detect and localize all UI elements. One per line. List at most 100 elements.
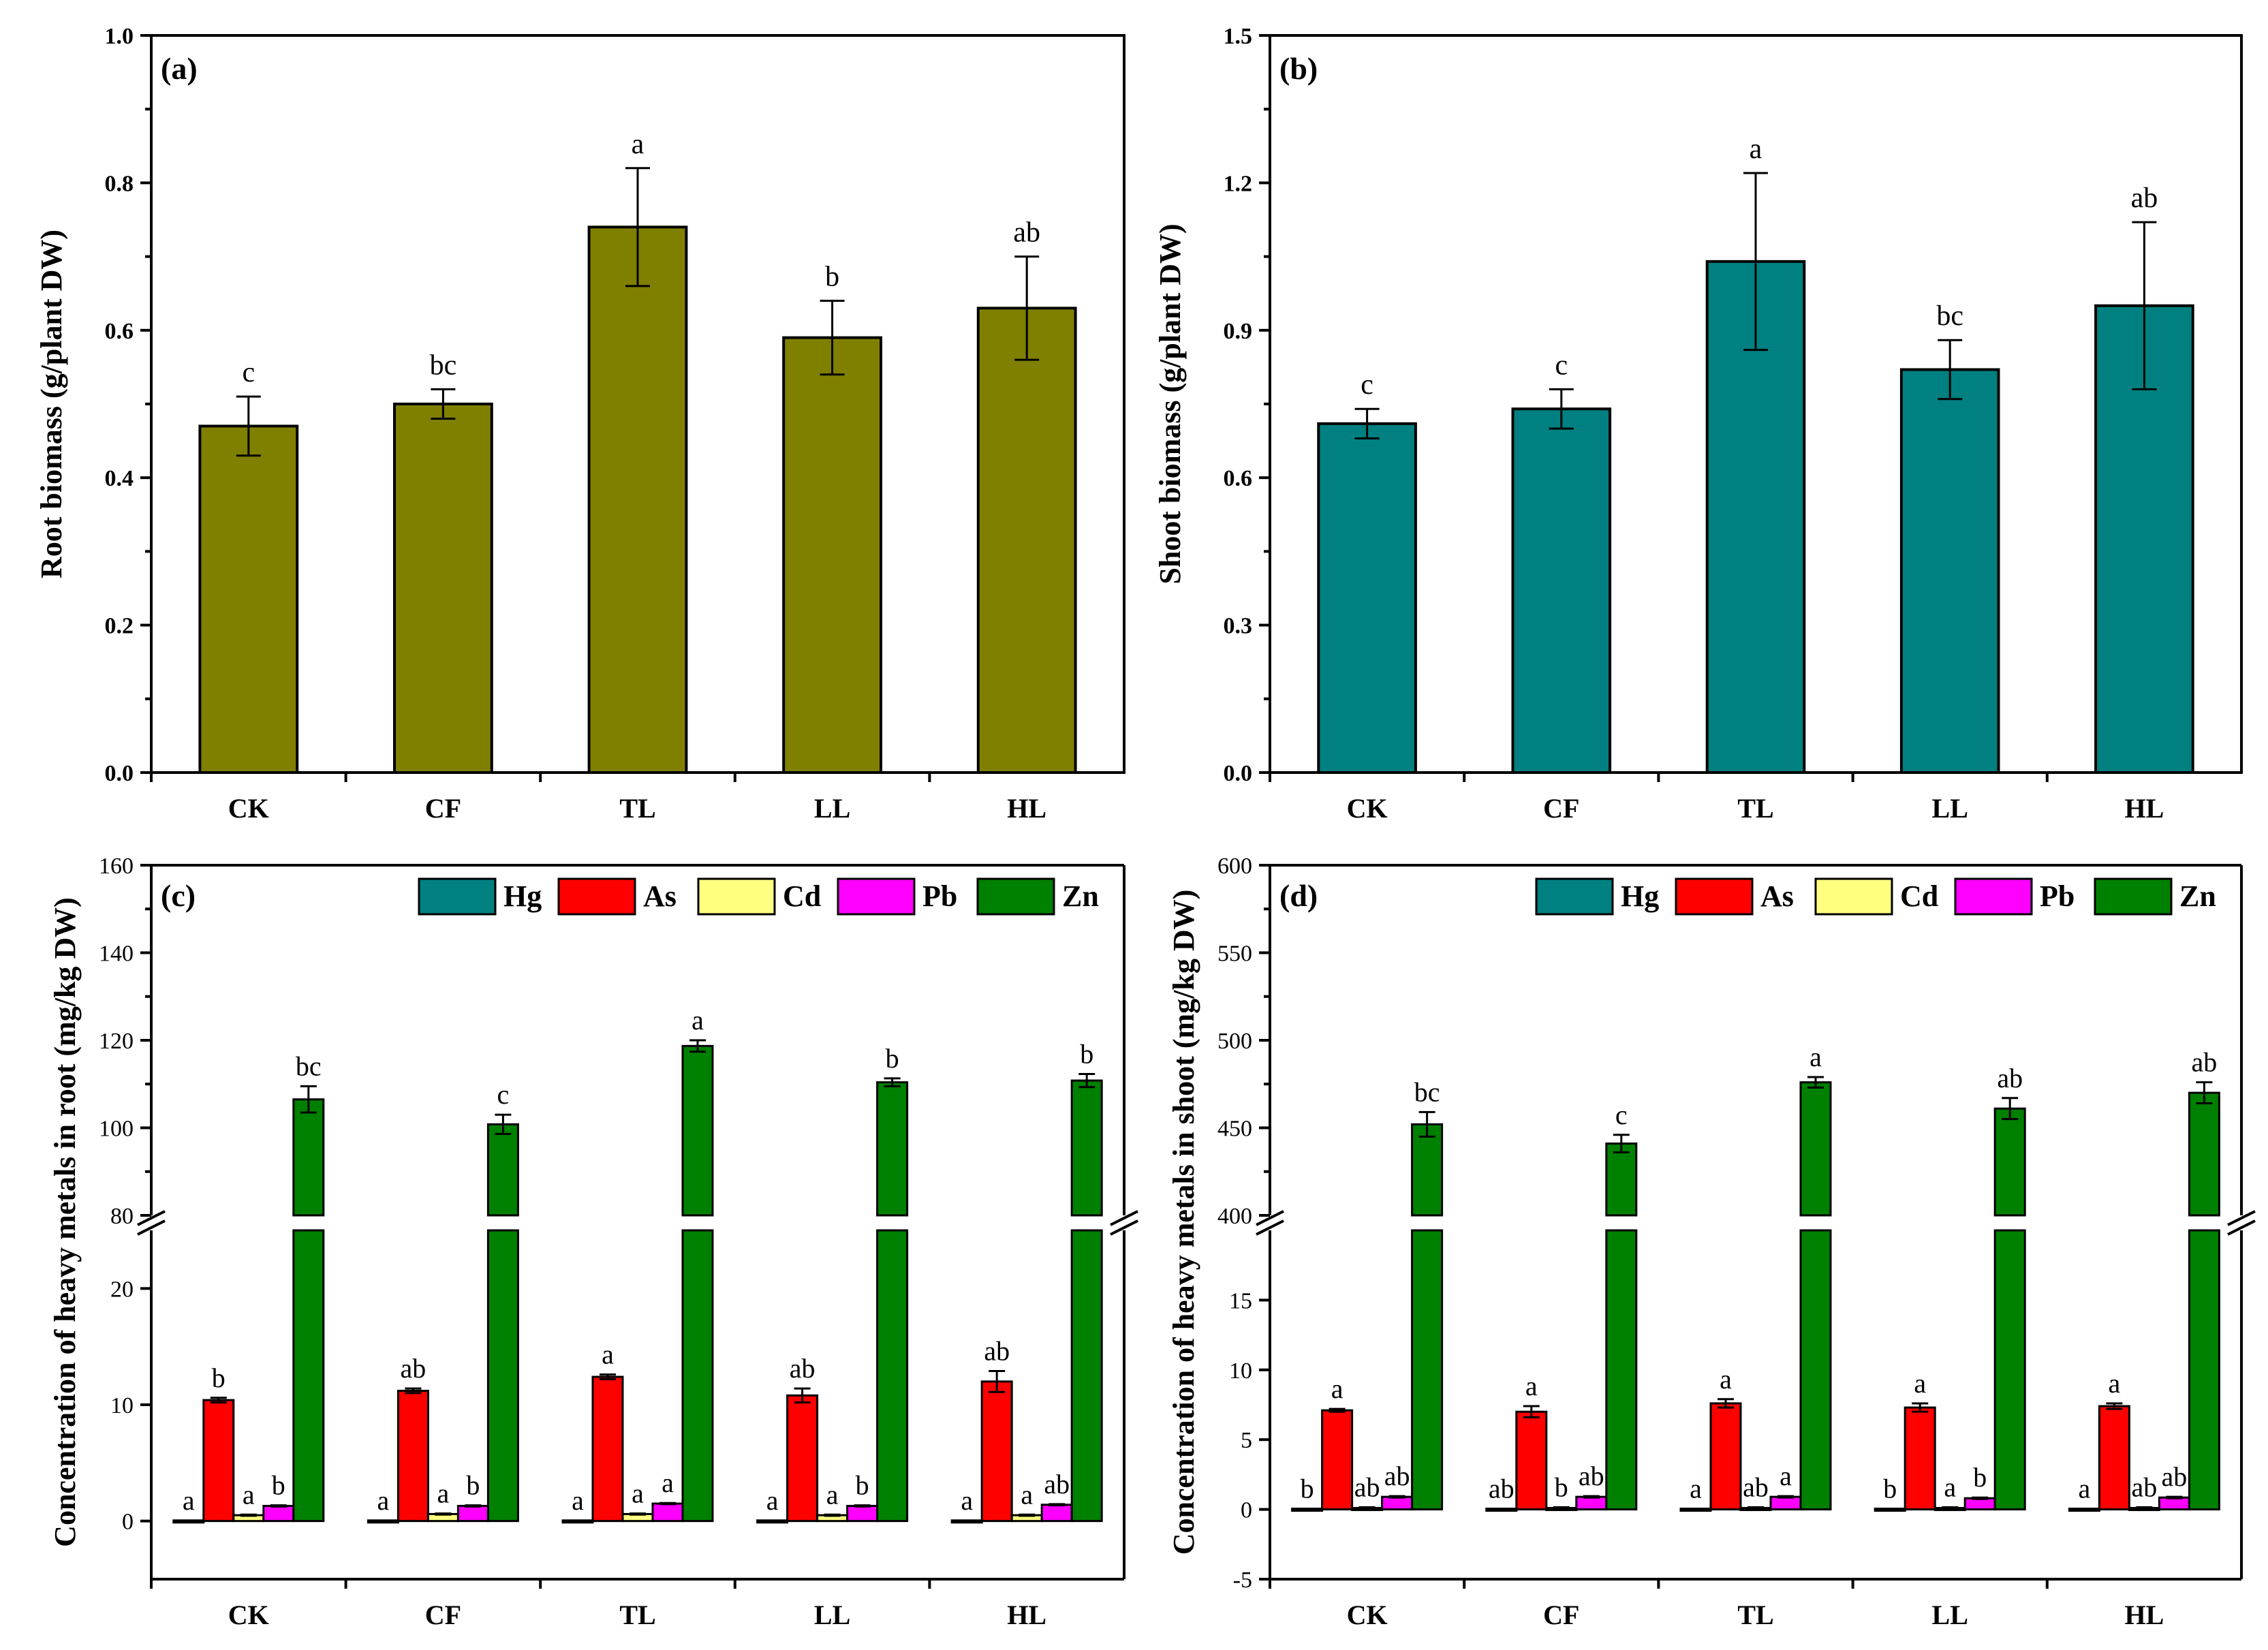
- bar-Zn-TL-upper: [681, 1044, 714, 1217]
- y-tick-label: 0.6: [105, 319, 134, 344]
- axis-break-mark: [1110, 1210, 1138, 1226]
- chart-panel-2: 80 100 120 140 160 0 10 20 Concentration of heav…: [48, 854, 1138, 1630]
- chart-panel-0: 0.0 0.2 0.4 0.6 0.8 1.0 Root biomass (g/plant …: [35, 24, 1125, 824]
- y-tick-label: 0.3: [1224, 614, 1253, 639]
- significance-letter: ab: [1489, 1474, 1514, 1504]
- bar-As-TL: [591, 1375, 624, 1523]
- bar-Hg-LL: [1874, 1508, 1906, 1512]
- significance-letter: ab: [2162, 1461, 2188, 1492]
- bar-Hg-CK: [1291, 1508, 1324, 1512]
- bar-As-HL: [2098, 1405, 2130, 1511]
- bar-Zn-LL: [876, 1229, 909, 1523]
- bar-As-CK: [202, 1399, 235, 1523]
- y-tick-label: 1.0: [105, 24, 134, 49]
- significance-letter: a: [1720, 1364, 1732, 1395]
- significance-letter: ab: [2131, 183, 2158, 214]
- significance-letter: ab: [790, 1353, 815, 1384]
- significance-letter: ab: [2132, 1472, 2158, 1503]
- y-tick-label: 10: [1229, 1358, 1252, 1384]
- legend-label: Cd: [1900, 880, 1938, 913]
- bar-Zn-HL: [2188, 1229, 2220, 1511]
- legend-swatch-Pb: [1954, 877, 2033, 916]
- bar-Pb-HL: [1040, 1504, 1073, 1523]
- bar-As-TL: [1709, 1402, 1742, 1511]
- significance-letter: a: [662, 1467, 674, 1498]
- bar-Pb-CF: [1575, 1495, 1608, 1511]
- bar-Zn-CK: [292, 1229, 325, 1523]
- significance-letter: ab: [1013, 217, 1040, 249]
- significance-letter: a: [1914, 1368, 1926, 1399]
- significance-letter: ab: [984, 1336, 1010, 1367]
- significance-letter: bc: [430, 349, 457, 381]
- y-tick-label: 20: [110, 1277, 134, 1302]
- significance-letter: b: [825, 262, 839, 293]
- y-tick-label: 1.5: [1224, 24, 1253, 49]
- significance-letter: ab: [1384, 1461, 1410, 1491]
- bar-Zn-TL: [1799, 1229, 1832, 1511]
- axis-break-mark: [1110, 1219, 1138, 1236]
- y-tick-label: 140: [99, 941, 134, 967]
- significance-letter: b: [212, 1363, 226, 1393]
- significance-letter: ab: [1743, 1472, 1769, 1503]
- significance-letter: a: [2079, 1474, 2091, 1504]
- significance-letter: a: [377, 1485, 390, 1516]
- bar-Pb-CK: [262, 1504, 295, 1523]
- x-tick-label: HL: [1007, 1600, 1046, 1630]
- y-tick-label: 120: [99, 1029, 134, 1054]
- significance-letter: b: [272, 1470, 285, 1501]
- x-tick-label: TL: [1737, 793, 1773, 824]
- significance-letter: a: [2109, 1368, 2121, 1399]
- bar-As-LL: [1904, 1406, 1936, 1511]
- axis-break-mark: [1256, 1219, 1284, 1236]
- panel-label: (a): [161, 51, 198, 86]
- y-tick-label: 0: [1241, 1498, 1252, 1523]
- bar-HL: [976, 307, 1077, 774]
- significance-letter: b: [1080, 1038, 1093, 1069]
- panel-label: (b): [1279, 51, 1318, 86]
- y-axis-label: Concentration of heavy metals in root (m…: [48, 897, 82, 1547]
- y-tick-label: 0.8: [105, 171, 134, 196]
- bar-As-CF: [397, 1390, 429, 1523]
- significance-letter: a: [602, 1339, 614, 1370]
- bar-Zn-CF: [486, 1229, 519, 1523]
- x-tick-label: HL: [2125, 1600, 2164, 1630]
- bar-Zn-CF: [1605, 1229, 1638, 1511]
- legend-swatch-Hg: [418, 877, 497, 916]
- significance-letter: b: [1973, 1462, 1987, 1493]
- chart-panel-3: 400 450 500 550 600 -5 0 5 10 15 Concentration of …: [1167, 854, 2256, 1630]
- bar-Hg-TL: [1679, 1508, 1712, 1512]
- bar-As-HL: [980, 1380, 1013, 1523]
- axis-break-mark: [2227, 1219, 2256, 1236]
- legend-label: Zn: [1062, 880, 1099, 913]
- significance-letter: a: [1690, 1474, 1702, 1504]
- legend-swatch-Zn: [976, 877, 1055, 916]
- y-tick-label: 0.2: [105, 614, 134, 639]
- significance-letter: ab: [2192, 1047, 2218, 1078]
- bar-CF: [1511, 407, 1612, 774]
- significance-letter: a: [183, 1485, 195, 1516]
- bar-Hg-CF: [1485, 1508, 1518, 1512]
- bar-Zn-CK-upper: [292, 1098, 325, 1217]
- legend-swatch-As: [1675, 877, 1754, 916]
- bar-Hg-HL: [950, 1519, 983, 1524]
- y-axis-label: Concentration of heavy metals in shoot (…: [1167, 890, 1200, 1555]
- legend-swatch-Hg: [1535, 877, 1614, 916]
- significance-letter: b: [466, 1470, 480, 1501]
- significance-letter: a: [1780, 1461, 1792, 1491]
- bar-Hg-TL: [561, 1519, 594, 1524]
- significance-letter: b: [886, 1043, 899, 1074]
- bar-Zn-CF-upper: [486, 1123, 519, 1217]
- y-tick-label: 0.4: [105, 466, 134, 491]
- y-tick-label: 0.9: [1224, 319, 1253, 344]
- bar-Zn-CK: [1411, 1229, 1444, 1511]
- bar-LL: [1899, 368, 2000, 774]
- bar-Pb-LL: [846, 1504, 879, 1523]
- y-tick-label: -5: [1233, 1568, 1252, 1593]
- bar-LL: [782, 336, 882, 774]
- bar-Zn-TL: [681, 1229, 714, 1523]
- y-tick-label: 450: [1217, 1117, 1252, 1142]
- chart-panel-1: 0.0 0.3 0.6 0.9 1.2 1.5 Shoot biomass (g/plant…: [1153, 24, 2243, 824]
- bar-CF: [393, 403, 493, 774]
- significance-letter: b: [856, 1470, 869, 1501]
